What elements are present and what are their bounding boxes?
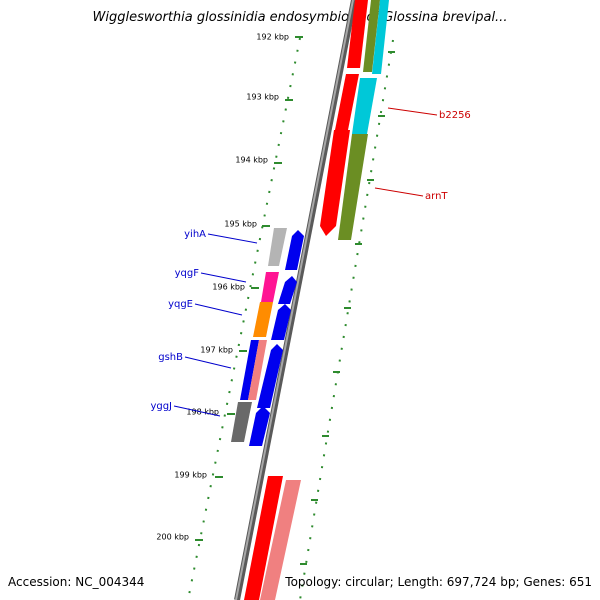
gene-olive-1[interactable] xyxy=(363,0,380,72)
gene-cyan-1[interactable] xyxy=(372,0,389,74)
accession-text: Accession: NC_004344 xyxy=(8,575,145,589)
gene-blue-3[interactable] xyxy=(271,304,291,340)
gene-label-text: yihA xyxy=(184,229,206,240)
gene-pink-bottom[interactable] xyxy=(260,480,301,600)
ruler-tick-197: 197 kbp xyxy=(200,346,247,355)
gene-red-1[interactable] xyxy=(347,0,368,68)
label-gshB[interactable]: gshB xyxy=(158,352,232,369)
gene-olive-arnT[interactable] xyxy=(338,134,368,240)
label-b2256[interactable]: b2256 xyxy=(387,107,471,121)
ruler-tick-193: 193 kbp xyxy=(246,93,293,102)
tick-label: 200 kbp xyxy=(156,533,189,542)
ruler-tick-192: 192 kbp xyxy=(256,33,303,42)
gene-blue-4[interactable] xyxy=(257,344,283,408)
gene-blue-5[interactable] xyxy=(249,406,270,446)
label-yihA[interactable]: yihA xyxy=(184,229,258,244)
tick-label: 196 kbp xyxy=(212,283,245,292)
label-yqgE[interactable]: yqgE xyxy=(168,299,243,316)
gene-cyan-b2256[interactable] xyxy=(352,78,377,134)
gene-blue-gshB-a[interactable] xyxy=(240,340,259,400)
ruler-tick-195: 195 kbp xyxy=(224,220,270,229)
tick-label: 197 kbp xyxy=(200,346,233,355)
gene-pink-gshB[interactable] xyxy=(248,340,267,400)
gene-label-text: yqgF xyxy=(175,268,200,279)
label-yggJ[interactable]: yggJ xyxy=(150,401,221,417)
genome-summary-text: Topology: circular; Length: 697,724 bp; … xyxy=(285,575,592,589)
gene-blue-1[interactable] xyxy=(285,230,304,270)
label-arnT[interactable]: arnT xyxy=(374,187,448,202)
tick-label: 199 kbp xyxy=(174,471,207,480)
gene-label-text: gshB xyxy=(158,352,183,363)
tick-label: 192 kbp xyxy=(256,33,289,42)
gene-label-text: b2256 xyxy=(439,110,471,121)
gene-orange-yqgE[interactable] xyxy=(253,302,273,337)
gene-blue-2[interactable] xyxy=(278,276,297,304)
label-yqgF[interactable]: yqgF xyxy=(175,268,247,283)
gene-magenta-yqgF[interactable] xyxy=(261,272,279,302)
ruler-tick-199: 199 kbp xyxy=(174,471,223,480)
gene-label-text: yggJ xyxy=(150,401,172,412)
gene-red-3[interactable] xyxy=(320,130,350,236)
right-dash-marks xyxy=(300,51,395,565)
gene-gray-yggJ[interactable] xyxy=(231,402,252,442)
genome-title: Wigglesworthia glossinidia endosymbiont … xyxy=(92,10,508,25)
ruler-tick-194: 194 kbp xyxy=(235,156,282,165)
tick-label: 193 kbp xyxy=(246,93,279,102)
tick-label: 194 kbp xyxy=(235,156,268,165)
ruler-tick-200: 200 kbp xyxy=(156,533,203,542)
gene-label-text: arnT xyxy=(425,191,448,202)
ruler-tick-196: 196 kbp xyxy=(212,283,259,292)
ruler-tick-198: 198 kbp xyxy=(186,408,235,417)
gene-red-bottom[interactable] xyxy=(244,476,283,600)
tick-label: 195 kbp xyxy=(224,220,257,229)
gene-red-2[interactable] xyxy=(335,74,359,130)
gene-label-text: yqgE xyxy=(168,299,193,310)
gene-lightgray-yihA[interactable] xyxy=(268,228,287,266)
